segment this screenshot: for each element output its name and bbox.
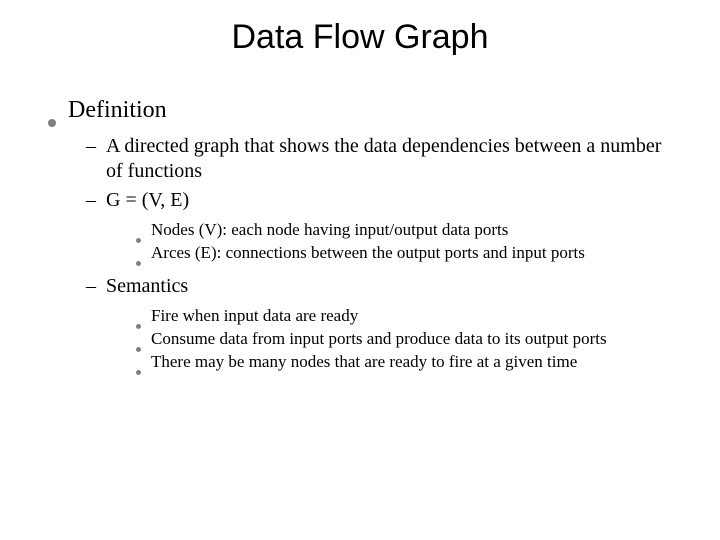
bullet-icon: [136, 261, 141, 266]
definition-heading: Definition: [48, 97, 680, 124]
dash-icon: –: [86, 135, 96, 158]
slide-title: Data Flow Graph: [0, 0, 720, 97]
bullet-icon: [48, 119, 56, 127]
level2-text: A directed graph that shows the data dep…: [106, 134, 680, 184]
level3-text: Arces (E): connections between the outpu…: [151, 242, 585, 263]
level3-text: Fire when input data are ready: [151, 305, 358, 326]
dash-icon: –: [86, 189, 96, 212]
dash-icon: –: [86, 275, 96, 298]
level3-text: Consume data from input ports and produc…: [151, 328, 607, 349]
bullet-icon: [136, 347, 141, 352]
slide-content: Definition – A directed graph that shows…: [0, 97, 720, 372]
definition-item: – A directed graph that shows the data d…: [86, 134, 680, 184]
definition-subitem: Arces (E): connections between the outpu…: [136, 242, 680, 263]
bullet-icon: [136, 370, 141, 375]
definition-subitem: Nodes (V): each node having input/output…: [136, 219, 680, 240]
semantics-item: Consume data from input ports and produc…: [136, 328, 680, 349]
level2-text: G = (V, E): [106, 188, 189, 213]
level1-text: Definition: [68, 97, 167, 124]
bullet-icon: [136, 324, 141, 329]
semantics-item: Fire when input data are ready: [136, 305, 680, 326]
bullet-icon: [136, 238, 141, 243]
semantics-item: There may be many nodes that are ready t…: [136, 351, 680, 372]
definition-item: – G = (V, E): [86, 188, 680, 213]
level3-text: Nodes (V): each node having input/output…: [151, 219, 508, 240]
level3-text: There may be many nodes that are ready t…: [151, 351, 577, 372]
level2-text: Semantics: [106, 274, 188, 299]
semantics-heading: – Semantics: [86, 274, 680, 299]
